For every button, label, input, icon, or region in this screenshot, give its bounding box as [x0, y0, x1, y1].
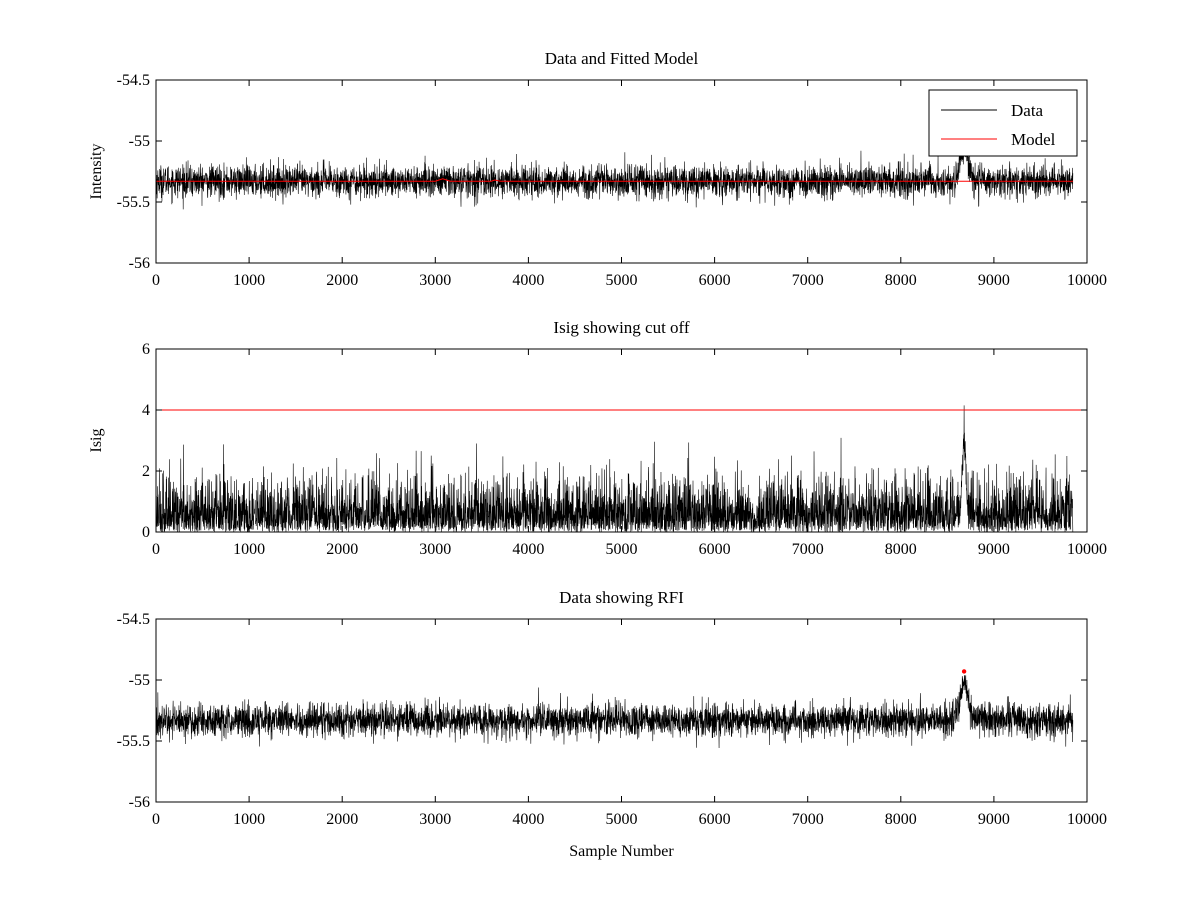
x-tick-label: 6000 — [699, 272, 731, 289]
x-tick-label: 4000 — [512, 811, 544, 828]
x-tick-label: 7000 — [792, 541, 824, 558]
x-tick-label: 6000 — [699, 541, 731, 558]
x-tick-label: 3000 — [419, 272, 451, 289]
y-tick-label: 0 — [142, 524, 150, 541]
x-axis-label: Sample Number — [569, 843, 674, 860]
y-tick-label: -56 — [129, 255, 150, 272]
x-tick-label: 7000 — [792, 272, 824, 289]
y-tick-label: -54.5 — [117, 72, 150, 89]
y-tick-label: -54.5 — [117, 611, 150, 628]
x-tick-label: 3000 — [419, 541, 451, 558]
y-axis-label: Intensity — [88, 144, 105, 200]
x-tick-label: 1000 — [233, 811, 265, 828]
plot-area — [156, 133, 1074, 210]
x-tick-label: 4000 — [512, 272, 544, 289]
x-tick-label: 10000 — [1067, 272, 1107, 289]
y-axis-label: Isig — [88, 429, 105, 453]
x-tick-label: 8000 — [885, 811, 917, 828]
x-tick-label: 8000 — [885, 272, 917, 289]
y-tick-label: 4 — [142, 402, 150, 419]
x-tick-label: 10000 — [1067, 811, 1107, 828]
series-data-line — [156, 133, 1074, 210]
chart-title: Data showing RFI — [559, 588, 684, 607]
x-tick-label: 4000 — [512, 541, 544, 558]
x-tick-label: 1000 — [233, 541, 265, 558]
x-tick-label: 9000 — [978, 811, 1010, 828]
plot-area — [156, 405, 1087, 532]
x-tick-label: 3000 — [419, 811, 451, 828]
x-tick-label: 5000 — [606, 272, 638, 289]
x-tick-label: 0 — [152, 541, 160, 558]
legend-label-model: Model — [1011, 130, 1056, 149]
x-tick-label: 7000 — [792, 811, 824, 828]
series-rfi-point — [961, 669, 967, 674]
y-tick-label: -55 — [129, 672, 150, 689]
legend-label-data: Data — [1011, 101, 1044, 120]
series-data-line — [156, 675, 1074, 749]
x-tick-label: 0 — [152, 811, 160, 828]
chart-title: Isig showing cut off — [553, 318, 689, 337]
x-tick-label: 6000 — [699, 811, 731, 828]
legend: Data Model — [928, 89, 1078, 157]
legend-box — [928, 89, 1078, 157]
x-tick-label: 1000 — [233, 272, 265, 289]
x-tick-label: 9000 — [978, 541, 1010, 558]
x-tick-label: 2000 — [326, 541, 358, 558]
x-tick-label: 5000 — [606, 541, 638, 558]
subplot-3: 0 1000 2000 3000 4000 5000 6000 7000 8000 9000 100… — [117, 588, 1107, 860]
y-tick-label: -55.5 — [117, 733, 150, 750]
y-tick-label: -56 — [129, 794, 150, 811]
y-tick-label: -55.5 — [117, 194, 150, 211]
x-tick-label: 9000 — [978, 272, 1010, 289]
series-isig-line — [156, 405, 1074, 532]
y-tick-label: 2 — [142, 463, 150, 480]
subplot-2: 0 1000 2000 3000 4000 5000 6000 7000 8000 9000 100… — [88, 318, 1107, 558]
x-tick-label: 5000 — [606, 811, 638, 828]
x-tick-label: 0 — [152, 272, 160, 289]
series-model-line — [156, 178, 1074, 182]
y-tick-label: 6 — [142, 341, 150, 358]
x-tick-label: 8000 — [885, 541, 917, 558]
y-tick-label: -55 — [129, 133, 150, 150]
chart-title: Data and Fitted Model — [545, 49, 699, 68]
subplot-1: 0 1000 2000 3000 4000 5000 6000 7000 8000 9000 100… — [88, 49, 1107, 289]
x-tick-label: 2000 — [326, 272, 358, 289]
x-tick-label: 2000 — [326, 811, 358, 828]
plot-area — [156, 669, 1074, 749]
x-tick-label: 10000 — [1067, 541, 1107, 558]
